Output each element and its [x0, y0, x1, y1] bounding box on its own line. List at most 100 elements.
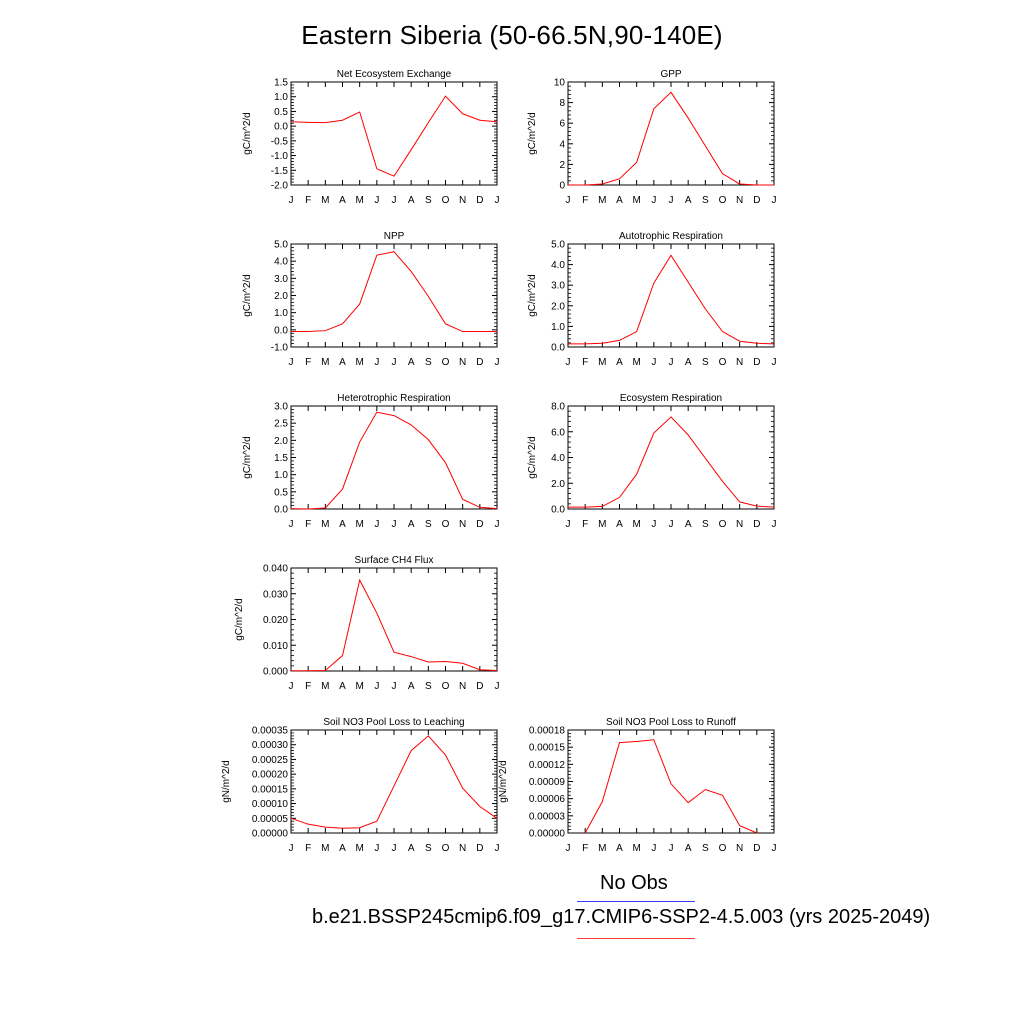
- x-tick-label: F: [582, 519, 588, 530]
- series-line: [290, 95, 498, 177]
- y-tick-label: 1.0: [274, 470, 288, 481]
- series-line: [291, 578, 498, 672]
- x-tick-label: O: [442, 357, 450, 368]
- x-tick-label: O: [719, 357, 727, 368]
- y-axis-label: gN/m^2/d: [221, 760, 232, 803]
- x-tick-label: M: [321, 519, 329, 530]
- y-tick-label: 0.00000: [529, 829, 566, 840]
- x-tick-label: D: [476, 195, 483, 206]
- y-tick-label: 0.0: [274, 122, 288, 133]
- x-tick-label: F: [582, 195, 588, 206]
- panel-title: GPP: [660, 69, 681, 80]
- series-line: [290, 735, 498, 829]
- panel-title: Surface CH4 Flux: [355, 555, 434, 566]
- x-tick-label: J: [392, 681, 397, 692]
- y-tick-label: 0.00005: [252, 814, 289, 825]
- y-tick-label: 0.00012: [529, 760, 566, 771]
- plot-frame: [567, 729, 775, 834]
- y-axis-label: gC/m^2/d: [234, 598, 245, 641]
- x-tick-label: S: [702, 195, 709, 206]
- series-line: [290, 411, 498, 510]
- y-tick-label: 1.0: [274, 308, 288, 319]
- y-tick-label: 0.5: [274, 487, 288, 498]
- panel-title: Soil NO3 Pool Loss to Runoff: [606, 717, 736, 728]
- y-tick-label: 0.00006: [529, 794, 566, 805]
- y-tick-label: 0.00018: [529, 726, 566, 737]
- x-tick-label: N: [459, 357, 466, 368]
- legend-obs-line: [577, 901, 695, 902]
- x-tick-label: A: [408, 843, 415, 854]
- x-tick-label: F: [582, 357, 588, 368]
- y-tick-label: 2.0: [274, 436, 288, 447]
- x-tick-label: S: [425, 357, 432, 368]
- y-tick-label: 6: [559, 119, 565, 130]
- y-tick-label: 0.0: [274, 325, 288, 336]
- y-tick-label: 0.5: [274, 107, 288, 118]
- x-tick-label: J: [289, 681, 294, 692]
- x-tick-label: O: [442, 195, 450, 206]
- y-tick-label: 4.0: [274, 257, 288, 268]
- x-tick-label: J: [772, 195, 777, 206]
- y-tick-label: 0.00010: [252, 799, 289, 810]
- x-tick-label: D: [476, 843, 483, 854]
- x-tick-label: J: [495, 843, 500, 854]
- y-tick-label: 5.0: [551, 240, 565, 251]
- y-tick-label: 2.0: [551, 479, 565, 490]
- x-tick-label: A: [339, 843, 346, 854]
- y-axis-label: gC/m^2/d: [242, 112, 253, 155]
- x-tick-label: N: [736, 519, 743, 530]
- panel-title: Heterotrophic Respiration: [337, 393, 450, 404]
- plot-frame: [567, 81, 775, 186]
- y-tick-label: 0.0: [274, 505, 288, 516]
- y-tick-label: 2.0: [551, 301, 565, 312]
- y-tick-label: 3.0: [274, 402, 288, 413]
- x-tick-label: J: [289, 843, 294, 854]
- plot-frame: [567, 405, 775, 510]
- x-tick-label: S: [702, 843, 709, 854]
- x-tick-label: M: [355, 357, 363, 368]
- y-tick-label: 0.00015: [252, 784, 289, 795]
- x-tick-label: A: [339, 195, 346, 206]
- y-tick-label: 0.020: [263, 615, 288, 626]
- y-tick-label: 0: [559, 181, 565, 192]
- x-tick-label: A: [408, 519, 415, 530]
- x-tick-label: M: [632, 519, 640, 530]
- x-tick-label: A: [339, 357, 346, 368]
- y-tick-label: 6.0: [551, 427, 565, 438]
- legend-model-label: b.e21.BSSP245cmip6.f09_g17.CMIP6-SSP2-4.…: [312, 906, 931, 928]
- x-tick-label: A: [339, 681, 346, 692]
- x-tick-label: J: [651, 357, 656, 368]
- y-tick-label: 0.00009: [529, 777, 566, 788]
- y-axis-label: gC/m^2/d: [527, 112, 538, 155]
- x-tick-label: J: [495, 357, 500, 368]
- x-tick-label: O: [442, 843, 450, 854]
- x-tick-label: J: [495, 681, 500, 692]
- y-tick-label: 0.010: [263, 641, 288, 652]
- x-tick-label: D: [753, 843, 760, 854]
- x-tick-label: F: [305, 843, 311, 854]
- x-tick-label: D: [476, 681, 483, 692]
- x-tick-label: M: [321, 843, 329, 854]
- x-tick-label: O: [719, 843, 727, 854]
- y-tick-label: 0.030: [263, 589, 288, 600]
- y-tick-label: -1.0: [271, 151, 289, 162]
- plot-frame: [290, 729, 498, 834]
- y-tick-label: 4.0: [551, 453, 565, 464]
- x-tick-label: J: [374, 681, 379, 692]
- x-tick-label: N: [459, 195, 466, 206]
- y-tick-label: 0.00003: [529, 811, 566, 822]
- y-tick-label: -0.5: [271, 136, 289, 147]
- x-tick-label: M: [355, 843, 363, 854]
- x-tick-label: M: [321, 357, 329, 368]
- y-tick-label: 3.0: [551, 281, 565, 292]
- series-line: [291, 251, 497, 333]
- x-tick-label: N: [736, 357, 743, 368]
- plot-frame: [567, 243, 775, 348]
- x-tick-label: A: [339, 519, 346, 530]
- x-tick-label: F: [305, 357, 311, 368]
- y-tick-label: -1.5: [271, 166, 289, 177]
- x-tick-label: J: [374, 519, 379, 530]
- x-tick-label: J: [495, 195, 500, 206]
- x-tick-label: A: [616, 843, 623, 854]
